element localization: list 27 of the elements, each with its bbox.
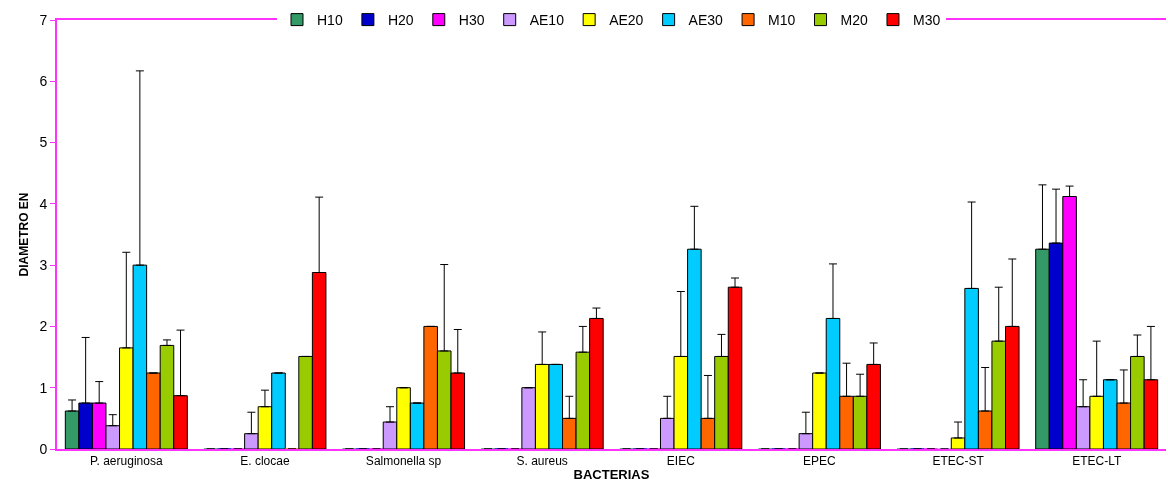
legend-label: H30 <box>458 12 485 29</box>
y-tick-label: 1 <box>39 379 48 396</box>
y-tick-label: 3 <box>39 257 48 274</box>
x-tick-label: ETEC-ST <box>932 454 985 469</box>
x-tick-label: EIEC <box>666 454 696 469</box>
y-axis-title: DIAMETRO EN <box>17 192 32 277</box>
legend-label: AE20 <box>609 12 644 29</box>
y-tick-label: 6 <box>39 73 48 90</box>
x-tick-label: P. aeruginosa <box>90 454 163 469</box>
x-tick-label: S. aureus <box>516 454 568 469</box>
legend-label: AE10 <box>529 12 565 29</box>
x-tick-label: ETEC-LT <box>1072 454 1122 469</box>
x-tick-label: EPEC <box>803 454 837 469</box>
x-tick-label: E. clocae <box>240 454 290 469</box>
legend-label: M20 <box>840 12 868 29</box>
legend-label: M30 <box>912 12 941 29</box>
legend-label: H20 <box>387 12 414 29</box>
y-tick-label: 0 <box>39 440 48 457</box>
legend-label: AE30 <box>688 12 724 29</box>
y-tick-label: 7 <box>39 11 48 28</box>
x-tick-label: Salmonella sp <box>365 454 442 469</box>
legend-label: H10 <box>317 12 343 29</box>
y-tick-label: 4 <box>39 195 48 212</box>
y-tick-label: 5 <box>39 134 48 151</box>
y-tick-label: 2 <box>39 318 48 335</box>
x-axis-title: BACTERIAS <box>573 466 650 482</box>
legend-label: M10 <box>768 12 796 29</box>
